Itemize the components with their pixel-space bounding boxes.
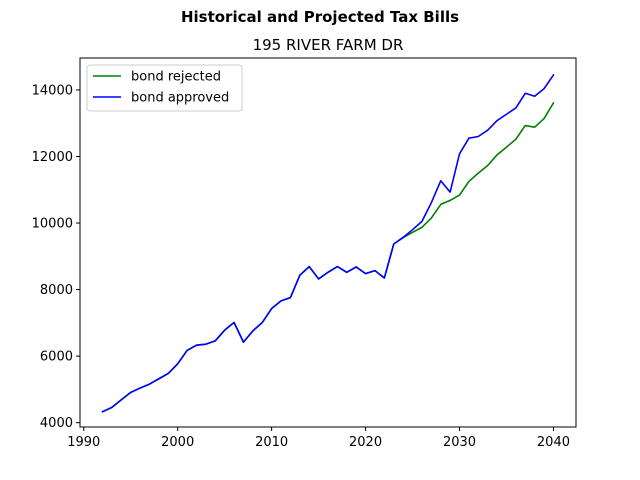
y-tick-label: 4000 [40,416,73,431]
y-tick-label: 6000 [40,350,73,365]
x-tick-label: 2010 [255,435,288,450]
y-tick-label: 8000 [40,283,73,298]
chart-title: 195 RIVER FARM DR [253,36,404,54]
x-tick-label: 2000 [161,435,194,450]
legend-box [86,64,243,112]
legend-label-bond-approved: bond approved [131,91,229,106]
x-tick-label: 2040 [537,435,570,450]
legend-label-bond-rejected: bond rejected [131,70,221,85]
x-tick-label: 1990 [67,435,100,450]
y-tick-label: 14000 [32,83,73,98]
y-tick-label: 12000 [32,150,73,165]
plot-area: 1990 2000 2010 2020 2030 2040 4000 6000 8000 1000… [32,57,577,450]
x-tick-label: 2030 [443,435,476,450]
y-tick-label: 10000 [32,217,73,232]
chart-suptitle: Historical and Projected Tax Bills [181,8,459,26]
axes-frame [79,57,577,428]
x-tick-label: 2020 [349,435,382,450]
series-line-bond-approved [101,73,555,413]
legend: bond rejected bond approved [86,64,243,112]
